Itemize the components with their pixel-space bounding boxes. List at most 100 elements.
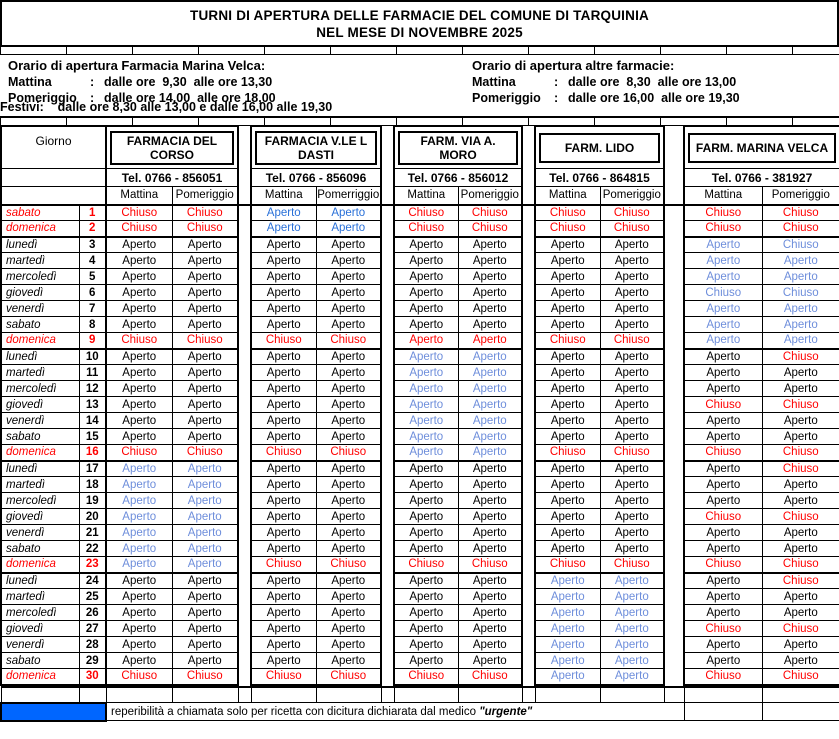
schedule-cell: Aperto xyxy=(316,300,383,317)
schedule-cell: Aperto xyxy=(316,588,383,605)
separator-cell xyxy=(238,169,251,187)
separator-cell xyxy=(381,429,394,445)
separator-cell xyxy=(381,169,394,187)
schedule-cell: Aperto xyxy=(105,252,173,269)
day-name: mercoledì xyxy=(0,604,80,621)
schedule-cell: Chiuso xyxy=(250,668,317,686)
day-number: 24 xyxy=(79,572,107,589)
separator-cell xyxy=(381,541,394,557)
separator-cell xyxy=(381,221,394,237)
separator-cell xyxy=(238,461,251,477)
schedule-cell: Aperto xyxy=(458,476,524,493)
pharmacy-name: FARM. VIA A. MORO xyxy=(398,130,519,165)
day-number: 23 xyxy=(79,556,107,574)
day-row: venerdì 7 Aperto Aperto Aperto Aperto Aperto Ap… xyxy=(0,300,839,317)
separator-cell xyxy=(522,285,535,301)
schedule-cell: Aperto xyxy=(683,380,763,397)
separator-cell xyxy=(381,413,394,429)
separator-cell xyxy=(664,169,684,187)
separator-cell xyxy=(238,605,251,621)
separator-cell xyxy=(238,557,251,573)
separator-cell xyxy=(238,381,251,397)
day-number: 12 xyxy=(79,380,107,397)
empty-cell xyxy=(457,685,523,703)
separator-cell xyxy=(238,477,251,493)
schedule-cell: Aperto xyxy=(393,236,459,253)
schedule-cell: Aperto xyxy=(316,620,383,637)
separator-cell xyxy=(664,445,684,461)
schedule-cell: Chiuso xyxy=(534,556,601,574)
separator-cell xyxy=(664,541,684,557)
day-row: sabato 8 Aperto Aperto Aperto Aperto Aperto Ape… xyxy=(0,316,839,333)
separator-cell xyxy=(522,605,535,621)
separator-cell xyxy=(664,637,684,653)
schedule-cell: Aperto xyxy=(250,604,317,621)
schedule-cell: Aperto xyxy=(250,652,317,669)
schedule-cell: Chiuso xyxy=(458,203,524,221)
schedule-cell: Aperto xyxy=(172,588,239,605)
day-row: domenica 23 Aperto Aperto Chiuso Chiuso Chiuso… xyxy=(0,556,839,574)
schedule-cell: Aperto xyxy=(316,396,383,413)
schedule-cell: Aperto xyxy=(393,396,459,413)
schedule-cell: Aperto xyxy=(105,588,173,605)
separator-cell xyxy=(664,381,684,397)
hours-left-mattina: Mattina : dalle ore 9,30 alle ore 13,30 xyxy=(8,74,472,90)
day-number: 1 xyxy=(79,203,107,221)
schedule-cell: Aperto xyxy=(458,396,524,413)
schedule-cell: Aperto xyxy=(762,524,839,541)
schedule-cell: Chiuso xyxy=(762,284,839,301)
separator-cell xyxy=(381,589,394,605)
hours-left-heading: Orario di apertura Farmacia Marina Velca… xyxy=(8,58,266,73)
separator-cell xyxy=(381,285,394,301)
separator-cell xyxy=(522,621,535,637)
schedule-cell: Chiuso xyxy=(393,668,459,686)
schedule-cell: Aperto xyxy=(762,636,839,653)
schedule-cell: Aperto xyxy=(458,348,524,365)
day-number: 10 xyxy=(79,348,107,365)
schedule-cell: Chiuso xyxy=(316,444,383,462)
schedule-cell: Aperto xyxy=(458,268,524,285)
day-name: domenica xyxy=(0,444,80,462)
separator-cell xyxy=(381,605,394,621)
schedule-cell: Aperto xyxy=(105,652,173,669)
schedule-cell: Aperto xyxy=(250,412,317,429)
separator-cell xyxy=(522,349,535,365)
schedule-cell: Aperto xyxy=(172,284,239,301)
schedule-cell: Aperto xyxy=(393,492,459,509)
schedule-cell: Aperto xyxy=(105,540,173,557)
schedule-cell: Aperto xyxy=(458,444,524,462)
separator-cell xyxy=(381,477,394,493)
day-number: 3 xyxy=(79,236,107,253)
title-line-2: NEL MESE DI NOVEMBRE 2025 xyxy=(316,24,523,40)
schedule-cell: Aperto xyxy=(458,652,524,669)
schedule-cell: Aperto xyxy=(250,364,317,381)
hours-marina-velca: Orario di apertura Farmacia Marina Velca… xyxy=(0,58,472,115)
hours-colon: : xyxy=(90,75,95,89)
day-name: venerdì xyxy=(0,636,80,653)
col-label-mattina: Mattina xyxy=(683,186,763,206)
day-name: sabato xyxy=(0,203,80,221)
separator-cell xyxy=(238,397,251,413)
day-row: sabato 1 Chiuso Chiuso Aperto Aperto Chiuso Chi… xyxy=(0,203,839,221)
day-number: 11 xyxy=(79,364,107,381)
schedule-cell: Chiuso xyxy=(534,203,601,221)
schedule-cell: Aperto xyxy=(600,668,666,686)
schedule-cell: Aperto xyxy=(534,236,601,253)
pharmacy-tel: Tel. 0766 - 856096 xyxy=(249,168,383,187)
separator-cell xyxy=(664,653,684,669)
schedule-cell: Chiuso xyxy=(683,396,763,413)
separator-cell xyxy=(381,269,394,285)
schedule-cell: Aperto xyxy=(683,588,763,605)
schedule-cell: Aperto xyxy=(600,364,666,381)
schedule-cell: Aperto xyxy=(172,412,239,429)
col-label-pomeriggio: Pomeriggio xyxy=(600,186,666,206)
schedule-cell: Aperto xyxy=(600,492,666,509)
schedule-cell: Aperto xyxy=(600,652,666,669)
day-row: mercoledì 19 Aperto Aperto Aperto Aperto Apert… xyxy=(0,492,839,509)
separator-cell xyxy=(522,381,535,397)
schedule-cell: Aperto xyxy=(393,652,459,669)
day-number: 19 xyxy=(79,492,107,509)
schedule-cell: Aperto xyxy=(172,380,239,397)
schedule-cell: Chiuso xyxy=(683,620,763,637)
hours-label: Pomeriggio xyxy=(8,91,77,105)
